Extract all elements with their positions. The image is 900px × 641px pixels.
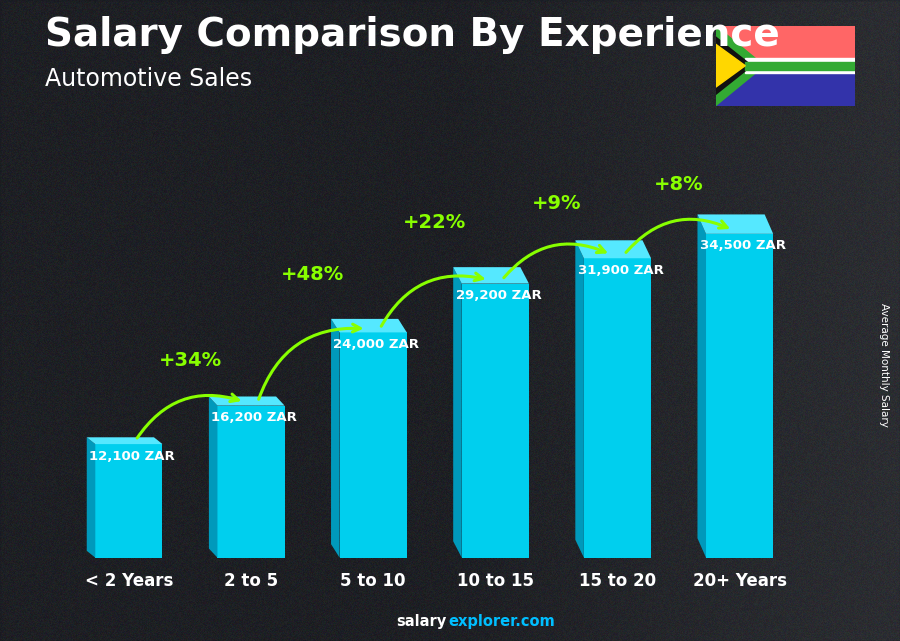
Polygon shape <box>716 44 745 87</box>
Text: salary: salary <box>396 615 446 629</box>
Polygon shape <box>331 319 339 558</box>
Polygon shape <box>575 240 651 258</box>
Text: +8%: +8% <box>653 176 703 194</box>
Text: +22%: +22% <box>402 213 466 232</box>
Text: +34%: +34% <box>158 351 221 370</box>
Polygon shape <box>698 215 706 558</box>
Polygon shape <box>575 240 584 558</box>
Text: explorer.com: explorer.com <box>448 615 555 629</box>
Polygon shape <box>745 58 855 73</box>
Bar <box>339 333 407 558</box>
Bar <box>716 26 855 65</box>
Bar <box>716 65 855 106</box>
Polygon shape <box>86 437 163 444</box>
Polygon shape <box>209 397 284 406</box>
Text: 29,200 ZAR: 29,200 ZAR <box>455 289 542 302</box>
Text: 31,900 ZAR: 31,900 ZAR <box>578 264 663 277</box>
Polygon shape <box>331 319 407 333</box>
Text: +9%: +9% <box>532 194 581 213</box>
Polygon shape <box>716 37 751 94</box>
Text: Salary Comparison By Experience: Salary Comparison By Experience <box>45 16 779 54</box>
Bar <box>706 234 773 558</box>
Bar <box>462 283 529 558</box>
Text: 12,100 ZAR: 12,100 ZAR <box>89 450 175 463</box>
Text: Average Monthly Salary: Average Monthly Salary <box>879 303 889 428</box>
Polygon shape <box>716 26 764 106</box>
Polygon shape <box>745 62 855 70</box>
Polygon shape <box>454 267 529 283</box>
Polygon shape <box>209 397 218 558</box>
Text: Automotive Sales: Automotive Sales <box>45 67 252 91</box>
Text: 34,500 ZAR: 34,500 ZAR <box>700 240 786 253</box>
Bar <box>95 444 163 558</box>
Text: +48%: +48% <box>281 265 344 283</box>
Bar <box>584 258 651 558</box>
Polygon shape <box>698 215 773 234</box>
Text: 24,000 ZAR: 24,000 ZAR <box>334 338 419 351</box>
Text: 16,200 ZAR: 16,200 ZAR <box>212 412 297 424</box>
Bar <box>218 406 284 558</box>
Polygon shape <box>86 437 95 558</box>
Polygon shape <box>454 267 462 558</box>
